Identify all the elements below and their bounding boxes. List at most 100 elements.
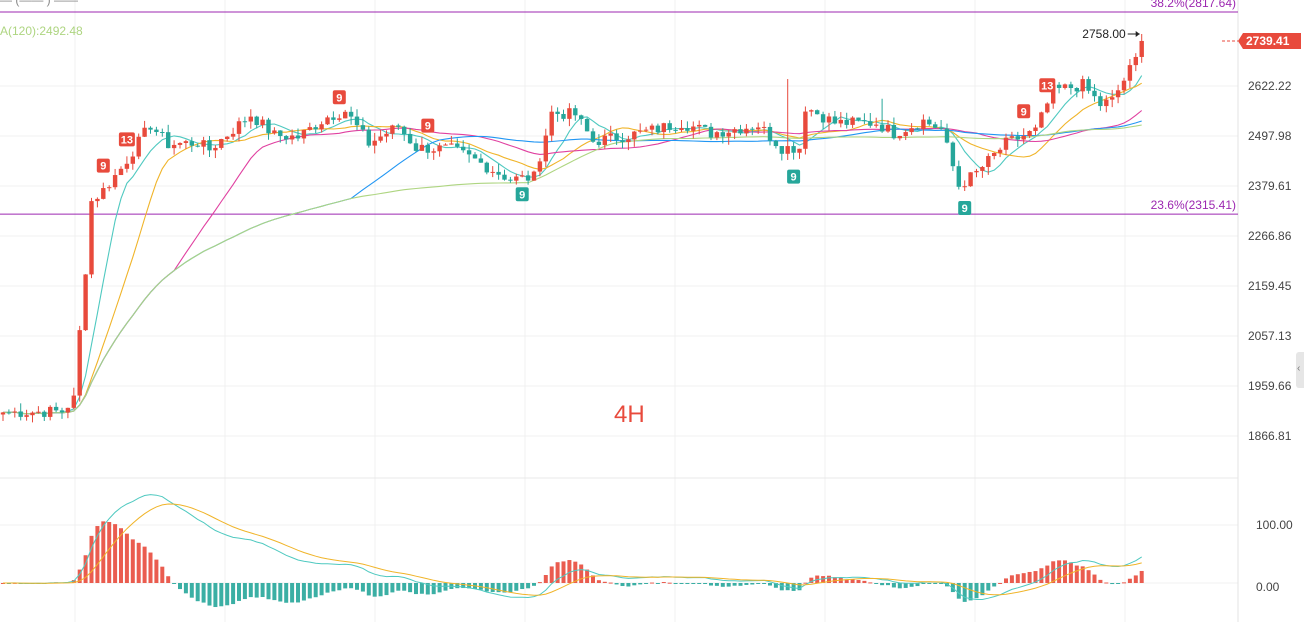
- candle: [738, 124, 743, 136]
- candle: [0, 412, 6, 421]
- candle: [431, 148, 436, 160]
- candle: [484, 161, 489, 175]
- svg-text:9: 9: [791, 172, 797, 184]
- macd-bar: [685, 583, 690, 585]
- candle: [402, 125, 407, 141]
- macd-bar: [437, 583, 442, 593]
- macd-bar: [632, 583, 637, 586]
- candle: [1074, 87, 1079, 98]
- svg-text:9: 9: [962, 203, 968, 215]
- candle: [225, 136, 230, 142]
- macd-bar: [349, 583, 354, 589]
- macd-bar: [284, 583, 289, 603]
- price-axis[interactable]: 2622.22 2497.98 2379.61 2266.86 2159.45 2057.…: [1222, 32, 1301, 594]
- candle: [496, 164, 501, 180]
- td-signal-buy: 9: [515, 187, 529, 202]
- candle: [396, 123, 401, 131]
- side-panel-handle[interactable]: ‹: [1296, 352, 1304, 388]
- candle: [1009, 131, 1015, 139]
- candle: [885, 120, 891, 133]
- macd-bar: [543, 575, 548, 583]
- candle: [413, 138, 419, 152]
- macd-bar: [101, 521, 106, 583]
- ma-line-60: [3, 120, 1142, 415]
- candle: [584, 117, 590, 132]
- candle: [986, 153, 991, 175]
- macd-bar: [360, 583, 365, 592]
- macd-bar: [1004, 578, 1008, 583]
- macd-bar: [596, 580, 601, 583]
- macd-bar: [962, 583, 967, 602]
- candle: [248, 109, 253, 129]
- macd-bar: [113, 524, 118, 583]
- candle: [815, 109, 820, 115]
- macd-bar: [638, 583, 643, 585]
- candle: [213, 145, 218, 159]
- macd-bar: [508, 583, 513, 593]
- macd-bar: [856, 580, 861, 583]
- macd-bar: [738, 583, 743, 586]
- candle: [59, 407, 65, 419]
- macd-bar: [939, 583, 944, 584]
- candle: [443, 143, 448, 146]
- candle: [697, 120, 702, 135]
- candle: [537, 158, 543, 177]
- timeframe-label: 4H: [614, 401, 645, 428]
- header-clipped-text: — (—— ) ——: [0, 0, 78, 7]
- candle: [284, 134, 289, 145]
- candle: [407, 128, 413, 145]
- td-signals: 9 13 9 9 9 9 9 9 13 2758.00: [96, 27, 1140, 216]
- candle: [673, 127, 678, 134]
- candle: [437, 142, 442, 157]
- macd-bar: [414, 583, 418, 595]
- candle: [767, 122, 773, 146]
- macd-bar: [1133, 575, 1138, 583]
- macd-bar: [1116, 583, 1121, 584]
- macd-bar: [626, 583, 631, 587]
- macd-bar: [697, 583, 702, 584]
- macd-bar: [195, 583, 200, 602]
- candle: [1104, 95, 1109, 113]
- macd-bar: [319, 583, 324, 596]
- candle: [171, 140, 177, 155]
- macd-bar: [355, 583, 359, 590]
- candle: [956, 160, 961, 190]
- candle: [525, 170, 531, 185]
- macd-bar: [455, 583, 460, 589]
- macd-bar: [419, 583, 424, 594]
- macd-bar: [532, 583, 536, 586]
- macd-bar: [490, 583, 495, 592]
- candle: [708, 123, 714, 141]
- ma-line-14: [3, 82, 1142, 415]
- candle: [1080, 75, 1085, 99]
- candle: [844, 112, 849, 129]
- macd-bar: [933, 583, 938, 584]
- macd-bar: [762, 583, 767, 584]
- candle: [142, 120, 147, 138]
- candle: [461, 140, 466, 153]
- candle: [136, 133, 141, 160]
- macd-bar: [520, 583, 525, 590]
- macd-bar: [378, 583, 383, 597]
- candle: [30, 411, 35, 423]
- macd-bar: [579, 564, 584, 583]
- macd-bar: [201, 583, 206, 603]
- macd-bar: [242, 583, 247, 600]
- macd-bar: [260, 583, 265, 598]
- candle: [343, 109, 348, 119]
- candle: [1062, 83, 1068, 90]
- macd-bar: [1074, 565, 1079, 583]
- macd-bar: [384, 583, 389, 596]
- svg-text:13: 13: [1041, 80, 1053, 92]
- macd-bar: [443, 583, 448, 591]
- macd-bar: [608, 582, 613, 584]
- candle: [620, 133, 625, 149]
- last-price-tag: 2739.41: [1222, 32, 1301, 49]
- macd-bar: [874, 583, 879, 584]
- macd-bar: [880, 583, 885, 586]
- macd-bar: [620, 583, 625, 587]
- macd-bar: [956, 583, 961, 599]
- candle: [809, 109, 814, 117]
